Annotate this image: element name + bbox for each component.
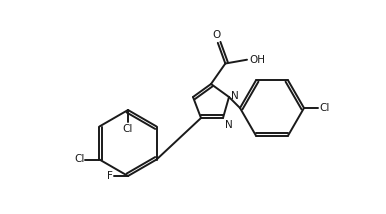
Text: Cl: Cl bbox=[319, 103, 329, 113]
Text: N: N bbox=[225, 120, 233, 130]
Text: Cl: Cl bbox=[123, 124, 133, 134]
Text: Cl: Cl bbox=[74, 155, 85, 165]
Text: F: F bbox=[107, 171, 113, 181]
Text: O: O bbox=[213, 30, 221, 40]
Text: N: N bbox=[231, 91, 239, 101]
Text: OH: OH bbox=[249, 55, 265, 65]
